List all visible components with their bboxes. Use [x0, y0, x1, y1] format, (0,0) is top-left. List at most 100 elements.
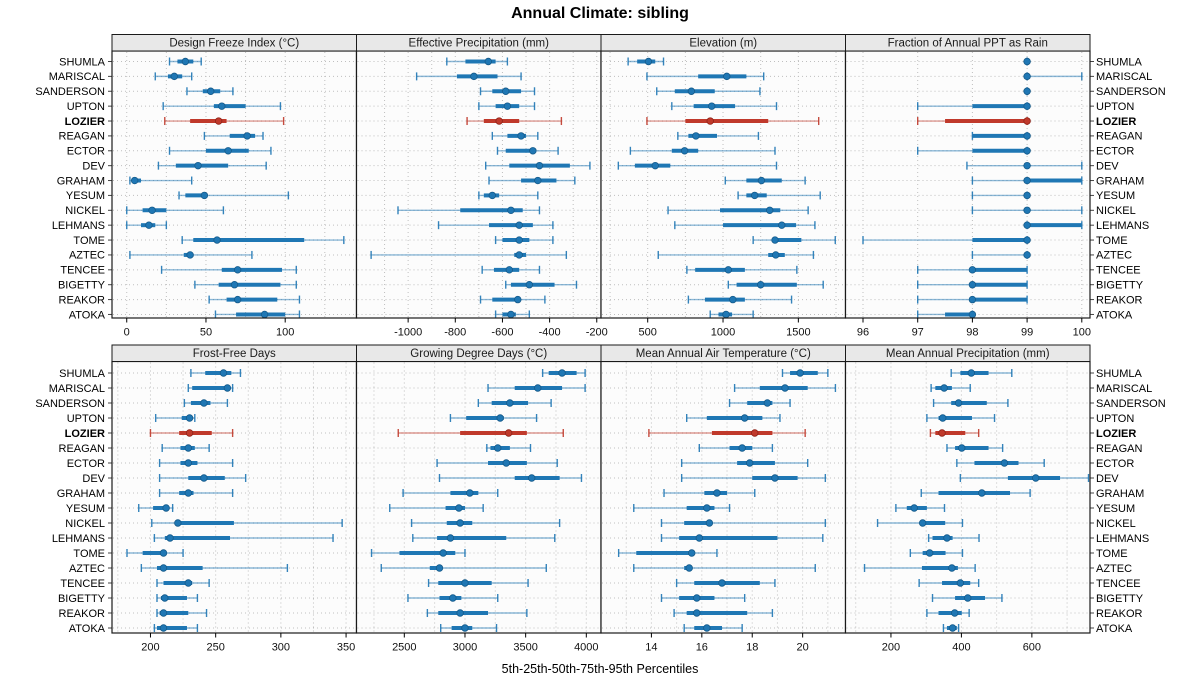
median-dot — [1023, 176, 1031, 185]
whisker-yesum — [478, 191, 539, 200]
whisker-atoka — [709, 310, 754, 319]
median-dot — [159, 549, 168, 557]
whisker-bigetty — [407, 594, 499, 602]
median-dot — [938, 429, 946, 437]
whisker-atoka — [440, 624, 498, 632]
whisker-lozier — [149, 429, 234, 437]
whisker-sanderson — [1023, 87, 1031, 96]
station-label-right-yesum: YESUM — [1096, 190, 1135, 202]
whisker-lozier — [917, 117, 1031, 126]
median-dot — [488, 191, 497, 200]
whisker-bigetty — [156, 594, 199, 602]
median-dot — [926, 549, 934, 557]
station-label-right-atoka: ATOKA — [1096, 309, 1133, 321]
whisker-dev — [157, 161, 267, 170]
whisker-atoka — [942, 624, 960, 632]
station-label-left-ector: ECTOR — [67, 458, 105, 470]
median-dot — [964, 594, 972, 602]
axis-tick-label: -400 — [539, 327, 561, 339]
whisker-lozier — [929, 429, 980, 437]
median-dot — [1032, 474, 1040, 482]
whisker-tome — [181, 236, 345, 245]
whisker-ector — [680, 459, 809, 467]
median-dot — [1023, 251, 1031, 259]
panel-mean-annual-air-temperature-c: Mean Annual Air Temperature (°C) 14 16 18 20 — [600, 344, 847, 654]
whisker-ector — [436, 459, 558, 467]
station-label-right-reakor: REAKOR — [1096, 608, 1143, 620]
panel-elevation-m: Elevation (m) 500 1000 1500 — [600, 34, 847, 339]
station-label-right-sanderson: SANDERSON — [1096, 86, 1166, 98]
median-dot — [456, 609, 464, 617]
whisker-tencee — [686, 265, 798, 274]
whisker-tome — [126, 549, 184, 557]
median-dot — [766, 206, 774, 214]
station-label-right-yesum: YESUM — [1096, 503, 1135, 515]
axis-tick-label: 20 — [797, 642, 809, 654]
whisker-lehmans — [660, 534, 824, 542]
median-dot — [435, 564, 444, 572]
median-dot — [515, 221, 523, 229]
station-label-left-nickel: NICKEL — [65, 205, 105, 217]
panel-frost-free-days: Frost-Free Days 200 250 300 350 — [111, 344, 358, 654]
whisker-atoka — [153, 624, 199, 632]
whisker-mariscal — [646, 72, 765, 81]
strip-title: Fraction of Annual PPT as Rain — [888, 38, 1048, 50]
median-dot — [181, 57, 190, 66]
median-dot — [967, 369, 975, 377]
median-dot — [184, 579, 192, 587]
whisker-tome — [617, 549, 718, 557]
median-dot — [529, 147, 537, 155]
whisker-yesum — [138, 504, 174, 512]
station-label-right-ector: ECTOR — [1096, 458, 1134, 470]
median-dot — [446, 534, 455, 542]
axis-tick-label: 1000 — [711, 327, 735, 339]
median-dot — [708, 102, 716, 110]
whisker-graham — [488, 176, 576, 185]
median-dot — [940, 384, 948, 392]
median-dot — [515, 251, 523, 259]
whisker-mariscal — [1023, 72, 1083, 81]
whisker-atoka — [917, 310, 977, 319]
whisker-graham — [663, 489, 756, 497]
station-label-left-tome: TOME — [73, 548, 105, 560]
median-dot — [1023, 87, 1031, 95]
median-dot — [219, 369, 228, 377]
median-dot — [968, 310, 977, 319]
station-label-left-lozier: LOZIER — [65, 428, 105, 440]
median-dot — [1023, 57, 1031, 66]
station-label-right-atoka: ATOKA — [1096, 623, 1133, 635]
station-label-left-tencee: TENCEE — [60, 578, 105, 590]
whisker-upton — [162, 102, 282, 111]
median-dot — [722, 310, 730, 319]
median-dot — [502, 87, 510, 95]
station-label-right-reakor: REAKOR — [1096, 294, 1143, 306]
station-label-right-shumla: SHUMLA — [1096, 56, 1143, 68]
axis-tick-label: 98 — [966, 327, 978, 339]
whisker-reagan — [971, 131, 1031, 140]
median-dot — [534, 176, 542, 185]
station-label-left-lehmans: LEHMANS — [52, 533, 105, 545]
whisker-tencee — [675, 579, 776, 587]
median-dot — [200, 191, 209, 200]
whisker-shumla — [168, 57, 202, 66]
axis-tick-label: -600 — [491, 327, 513, 339]
axis-tick-label: 350 — [337, 642, 355, 654]
median-dot — [751, 429, 759, 437]
whisker-nickel — [410, 519, 561, 527]
station-label-left-reagan: REAGAN — [59, 131, 106, 143]
whisker-upton — [154, 414, 196, 422]
axis-tick-label: 2500 — [392, 642, 416, 654]
axis-tick-label: 3500 — [513, 642, 537, 654]
whisker-upton — [686, 414, 781, 422]
median-dot — [186, 251, 194, 259]
median-dot — [517, 132, 525, 140]
axis-tick-label: 250 — [206, 642, 224, 654]
whisker-reagan — [946, 444, 1004, 452]
median-dot — [200, 399, 208, 407]
whisker-bigetty — [917, 280, 1028, 289]
whisker-graham — [158, 489, 234, 497]
median-dot — [466, 489, 474, 497]
station-label-left-dev: DEV — [82, 473, 105, 485]
station-label-left-sanderson: SANDERSON — [35, 86, 105, 98]
